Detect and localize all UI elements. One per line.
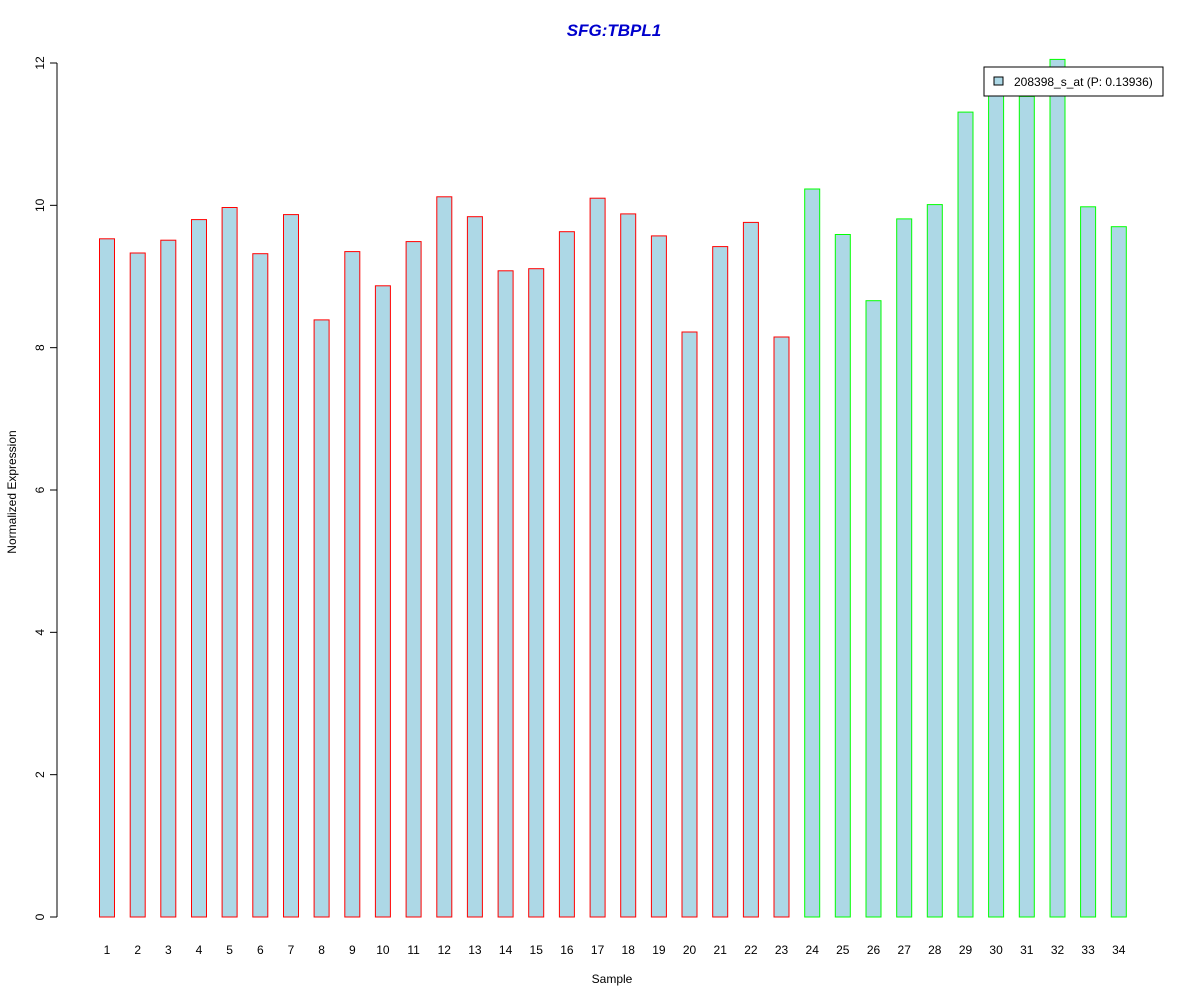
y-tick-label: 12 xyxy=(33,56,47,70)
x-tick-label: 7 xyxy=(288,943,295,957)
y-tick-label: 6 xyxy=(33,486,47,493)
x-tick-label: 25 xyxy=(836,943,850,957)
x-tick-label: 20 xyxy=(683,943,697,957)
x-tick-label: 12 xyxy=(438,943,452,957)
x-axis-title: Sample xyxy=(592,972,633,986)
bar-sample-1 xyxy=(99,238,115,918)
x-tick-label: 27 xyxy=(898,943,912,957)
x-tick-label: 33 xyxy=(1081,943,1095,957)
x-tick-label: 14 xyxy=(499,943,513,957)
bar-sample-20 xyxy=(681,331,698,918)
bar-sample-29 xyxy=(957,111,974,918)
bar-sample-27 xyxy=(896,218,913,918)
bar-sample-6 xyxy=(252,253,269,918)
x-tick-label: 10 xyxy=(376,943,390,957)
x-tick-labels: 1 2 3 4 5 6 7 8 9 10 11 12 13 14 15 16 17 18 19 20 21 22 23 24 2… xyxy=(104,943,1126,957)
bar-sample-7 xyxy=(283,214,299,918)
bar-sample-22 xyxy=(742,221,759,918)
bar-sample-30 xyxy=(988,83,1005,918)
x-tick-label: 34 xyxy=(1112,943,1126,957)
x-tick-label: 23 xyxy=(775,943,789,957)
bar-sample-15 xyxy=(528,268,545,918)
bar-sample-2 xyxy=(129,252,146,918)
x-tick-label: 32 xyxy=(1051,943,1065,957)
legend-label: 208398_s_at (P: 0.13936) xyxy=(1014,75,1153,89)
bar-sample-9 xyxy=(344,251,361,918)
x-tick-label: 24 xyxy=(806,943,820,957)
y-tick-label: 4 xyxy=(33,629,47,636)
x-tick-label: 26 xyxy=(867,943,881,957)
y-tick-label: 8 xyxy=(33,344,47,351)
x-tick-label: 9 xyxy=(349,943,356,957)
bar-sample-10 xyxy=(374,285,391,918)
bar-sample-21 xyxy=(712,246,729,918)
bar-sample-16 xyxy=(558,231,575,918)
x-tick-label: 16 xyxy=(560,943,574,957)
bar-sample-34 xyxy=(1110,226,1127,918)
x-tick-label: 29 xyxy=(959,943,973,957)
bar-sample-11 xyxy=(405,241,422,918)
x-tick-label: 21 xyxy=(714,943,728,957)
bar-sample-32 xyxy=(1049,58,1066,918)
bars xyxy=(99,58,1127,918)
legend-swatch xyxy=(993,76,1004,86)
y-axis: 0 2 4 6 8 10 12 xyxy=(33,56,58,920)
bar-sample-13 xyxy=(466,216,483,918)
x-tick-label: 5 xyxy=(226,943,233,957)
x-tick-label: 6 xyxy=(257,943,264,957)
legend-box xyxy=(983,66,1164,97)
x-tick-label: 31 xyxy=(1020,943,1034,957)
x-tick-label: 1 xyxy=(104,943,111,957)
x-tick-label: 22 xyxy=(744,943,758,957)
bar-sample-28 xyxy=(926,204,943,918)
bar-sample-23 xyxy=(773,336,790,918)
bar-sample-4 xyxy=(191,219,207,918)
bar-sample-31 xyxy=(1018,95,1035,918)
x-tick-label: 4 xyxy=(196,943,203,957)
bar-sample-25 xyxy=(834,234,851,918)
bar-sample-8 xyxy=(313,319,330,918)
bar-sample-18 xyxy=(620,213,637,918)
x-tick-label: 11 xyxy=(407,943,420,957)
bar-sample-17 xyxy=(589,197,606,918)
x-tick-label: 2 xyxy=(134,943,141,957)
bar-sample-5 xyxy=(221,207,238,918)
x-tick-label: 30 xyxy=(989,943,1003,957)
x-tick-label: 8 xyxy=(318,943,325,957)
bar-sample-12 xyxy=(436,196,453,918)
y-axis-title: Normalized Expression xyxy=(5,430,19,553)
y-tick-label: 0 xyxy=(33,913,47,920)
x-tick-label: 3 xyxy=(165,943,172,957)
bar-sample-14 xyxy=(497,270,514,918)
bar-sample-24 xyxy=(804,188,821,918)
y-tick-label: 2 xyxy=(33,771,47,778)
bar-sample-19 xyxy=(650,235,667,918)
x-tick-label: 28 xyxy=(928,943,942,957)
x-tick-label: 19 xyxy=(652,943,666,957)
bar-sample-33 xyxy=(1080,206,1097,918)
bar-sample-3 xyxy=(160,239,177,918)
x-tick-label: 15 xyxy=(530,943,544,957)
legend: 208398_s_at (P: 0.13936) xyxy=(983,66,1164,97)
chart-title: SFG:TBPL1 xyxy=(567,21,661,40)
y-tick-label: 10 xyxy=(33,198,47,212)
bar-sample-26 xyxy=(865,300,882,918)
x-tick-label: 13 xyxy=(468,943,482,957)
x-tick-label: 18 xyxy=(622,943,636,957)
x-tick-label: 17 xyxy=(591,943,605,957)
